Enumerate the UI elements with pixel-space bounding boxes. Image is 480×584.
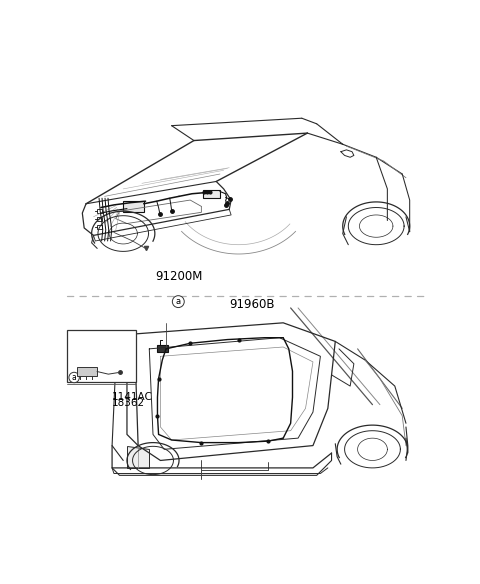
- Bar: [203, 190, 220, 198]
- Bar: [77, 367, 97, 376]
- Text: 18362: 18362: [111, 398, 144, 408]
- Text: a: a: [72, 373, 76, 382]
- Bar: [97, 225, 102, 230]
- Text: a: a: [176, 297, 181, 306]
- Text: 1141AC: 1141AC: [111, 392, 152, 402]
- Bar: [97, 217, 102, 221]
- Bar: [67, 331, 136, 383]
- Bar: [156, 345, 168, 352]
- Circle shape: [172, 296, 184, 308]
- Text: 91960B: 91960B: [229, 297, 275, 311]
- Bar: [123, 201, 144, 211]
- Text: 91200M: 91200M: [155, 270, 202, 283]
- Circle shape: [69, 372, 79, 383]
- Bar: [97, 208, 102, 213]
- Polygon shape: [127, 446, 149, 468]
